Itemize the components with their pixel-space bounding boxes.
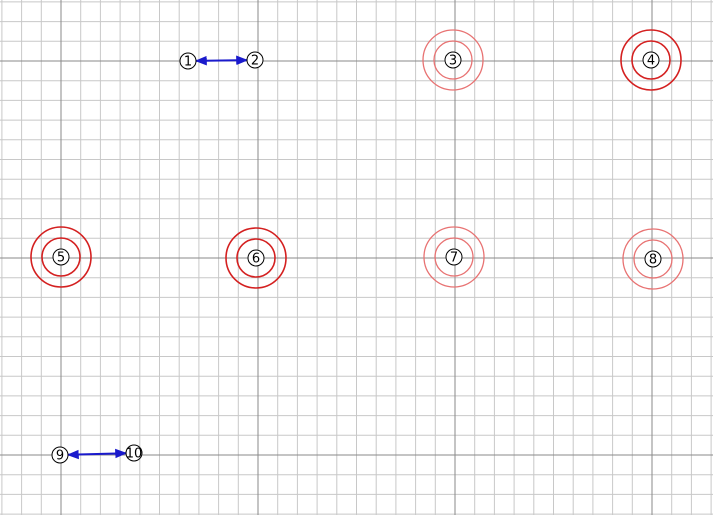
outer-ring-8 [622,228,684,290]
inner-ring-6 [236,238,276,278]
node-label: 3 [449,54,457,69]
node-label: 8 [649,253,657,268]
outer-ring-7 [423,226,485,288]
inner-ring-5 [41,237,81,277]
node-circle [246,51,264,69]
node-circle [247,249,265,267]
rings-layer [30,29,684,290]
outer-ring-4 [620,29,682,91]
node-circle [644,250,662,268]
node-8[interactable]: 8 [644,250,662,268]
node-circle [444,51,462,69]
node-7[interactable]: 7 [445,248,463,266]
node-circle [445,248,463,266]
inner-ring-4 [631,40,671,80]
node-label: 2 [251,54,259,69]
node-10[interactable]: 10 [125,444,143,462]
node-4[interactable]: 4 [642,51,660,69]
node-2[interactable]: 2 [246,51,264,69]
node-label: 1 [184,55,192,70]
node-3[interactable]: 3 [444,51,462,69]
node-label: 4 [647,54,655,69]
node-label: 6 [252,252,260,267]
node-6[interactable]: 6 [247,249,265,267]
inner-ring-8 [633,239,673,279]
outer-ring-6 [225,227,287,289]
outer-ring-3 [422,29,484,91]
node-5[interactable]: 5 [52,248,70,266]
inner-ring-7 [434,237,474,277]
outer-ring-5 [30,226,92,288]
link-arrow-10-9 [66,448,128,460]
nodes-layer: 1 2 3 4 5 6 7 8 9 10 [51,51,662,464]
node-label: 7 [450,251,458,266]
node-label: 5 [57,251,65,266]
node-circle [125,444,143,462]
node-label: 10 [126,447,143,462]
node-9[interactable]: 9 [51,446,69,464]
inner-ring-3 [433,40,473,80]
node-circle [179,52,197,70]
links-layer [66,55,249,460]
node-label: 9 [56,449,64,464]
node-1[interactable]: 1 [179,52,197,70]
node-circle [51,446,69,464]
node-circle [52,248,70,266]
link-arrow-2-1 [194,55,249,66]
node-circle [642,51,660,69]
